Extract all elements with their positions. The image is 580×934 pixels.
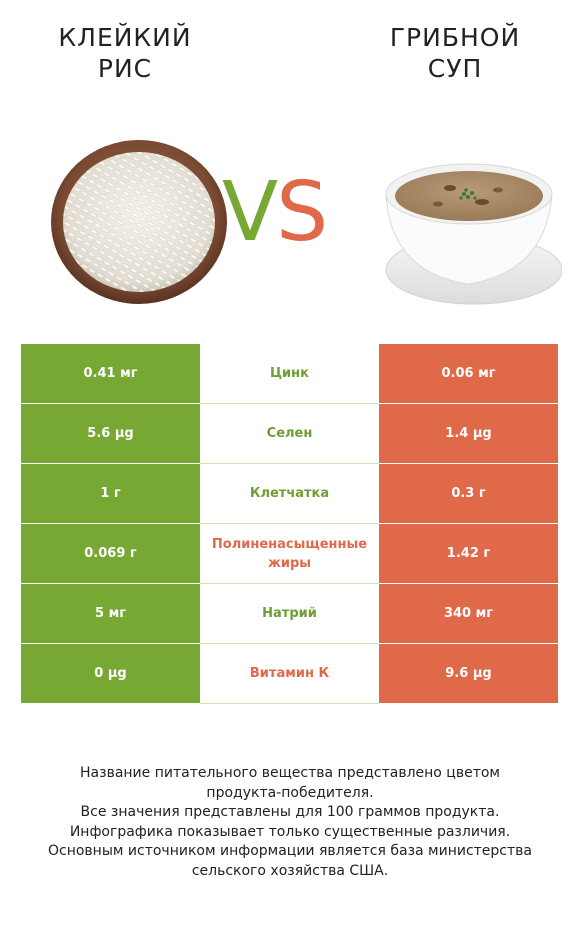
left-product-title: КЛЕЙКИЙ РИС [30,22,220,84]
nutrient-name: Витамин К [200,643,379,704]
nutrient-name: Полиненасыщенные жиры [200,523,379,584]
right-title-line2: СУП [427,54,483,83]
right-value: 1.42 г [379,523,558,584]
footer-line3: Все значения представлены для 100 граммо… [80,804,500,820]
right-title-line1: ГРИБНОЙ [389,23,521,52]
left-value: 1 г [21,463,200,524]
left-title-line2: РИС [97,54,153,83]
comparison-table: 0.41 мг Цинк 0.06 мг 5.6 µg Селен 1.4 µg 1 г Кл… [21,344,558,704]
footer-line1: Название питательного вещества представл… [80,765,500,781]
left-title-line1: КЛЕЙКИЙ [58,23,192,52]
vs-label: VS [222,165,328,260]
left-value: 0.41 мг [21,344,200,404]
footer-line6: сельского хозяйства США. [191,862,389,879]
nutrient-name: Селен [200,403,379,464]
left-value: 5.6 µg [21,403,200,464]
nutrient-name: Цинк [200,344,379,404]
right-value: 340 мг [379,583,558,644]
right-value: 0.3 г [379,463,558,524]
mushroom-soup-image [385,163,562,305]
left-value: 0.069 г [21,523,200,584]
footer-line5: Основным источником информации является … [48,843,532,859]
right-value: 1.4 µg [379,403,558,464]
comparison-row: 0.069 г Полиненасыщенные жиры 1.42 г [21,523,558,584]
comparison-row: 0 µg Витамин К 9.6 µg [21,643,558,704]
footer-line4: Инфографика показывает только существенн… [69,823,511,840]
footer-notes: Название питательного вещества представл… [20,764,560,881]
right-product-title: ГРИБНОЙ СУП [360,22,550,84]
right-value: 0.06 мг [379,344,558,404]
nutrient-name: Натрий [200,583,379,644]
comparison-row: 0.41 мг Цинк 0.06 мг [21,344,558,404]
footer-line2: продукта-победителя. [206,784,374,801]
comparison-row: 5 мг Натрий 340 мг [21,583,558,644]
left-value: 5 мг [21,583,200,644]
nutrient-name: Клетчатка [200,463,379,524]
sticky-rice-image [51,140,227,304]
comparison-row: 5.6 µg Селен 1.4 µg [21,403,558,464]
comparison-row: 1 г Клетчатка 0.3 г [21,463,558,524]
right-value: 9.6 µg [379,643,558,704]
vs-v: V [222,165,278,260]
left-value: 0 µg [21,643,200,704]
vs-s: S [276,165,328,260]
